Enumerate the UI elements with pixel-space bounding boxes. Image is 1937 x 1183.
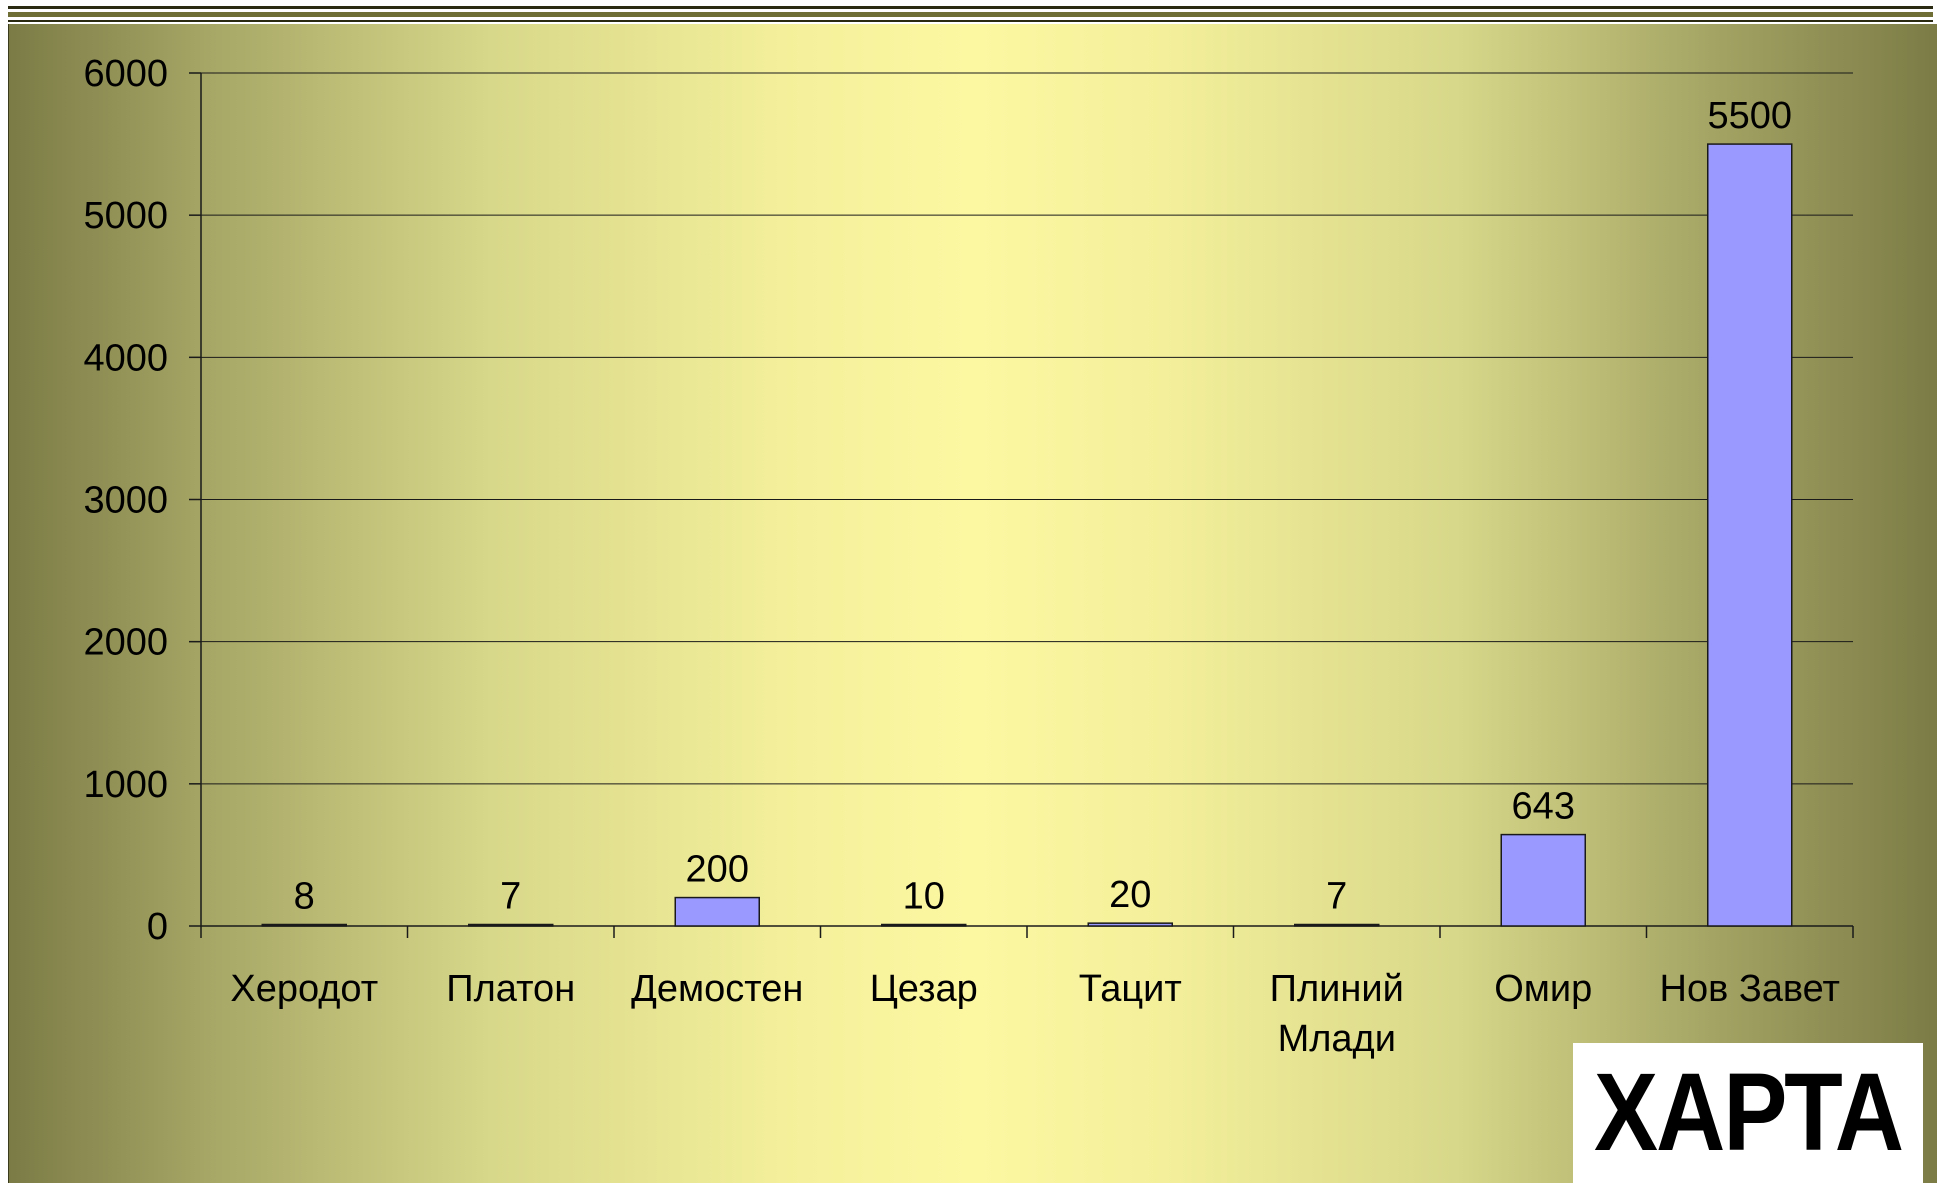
bar <box>468 923 554 927</box>
y-tick-label: 2000 <box>83 622 168 664</box>
data-label: 8 <box>294 876 315 918</box>
stamp-text: ХАРТА <box>1593 1050 1904 1174</box>
category-label: Омир <box>1494 968 1592 1010</box>
y-tick-label: 5000 <box>83 195 168 237</box>
data-label: 7 <box>1326 876 1347 918</box>
y-tick-label: 4000 <box>83 337 168 379</box>
bar <box>1087 922 1173 927</box>
data-label: 20 <box>1109 874 1151 916</box>
bar <box>1294 923 1380 927</box>
bar <box>1500 833 1586 927</box>
harta-stamp: ХАРТА <box>1573 1043 1923 1183</box>
top-rule <box>8 6 1933 9</box>
category-label: Тацит <box>1079 968 1182 1010</box>
category-label: Нов Завет <box>1660 968 1840 1010</box>
data-label: 10 <box>903 876 945 918</box>
data-label: 643 <box>1512 786 1575 828</box>
bars <box>261 143 1793 927</box>
y-tick-label: 6000 <box>83 53 168 95</box>
data-labels: 8 7 200 10 20 7 643 5500 <box>294 95 1792 917</box>
category-label: Херодот <box>230 968 378 1010</box>
data-label: 7 <box>500 876 521 918</box>
category-label: Плиний <box>1270 968 1404 1010</box>
category-label: Млади <box>1278 1018 1396 1060</box>
category-label: Цезар <box>870 968 978 1010</box>
y-tick-label: 1000 <box>83 764 168 806</box>
top-rule <box>8 20 1933 22</box>
data-label: 200 <box>686 849 749 891</box>
category-label: Демостен <box>631 968 803 1010</box>
y-tick-label: 3000 <box>83 480 168 522</box>
bar <box>881 923 967 927</box>
category-labels: Херодот Платон Демостен Цезар Тацит Плиний Мла… <box>230 968 1840 1060</box>
bar <box>1707 143 1793 927</box>
axes <box>189 72 1854 938</box>
y-tick-labels: 0 1000 2000 3000 4000 5000 6000 <box>83 53 168 948</box>
chart-background-panel <box>8 24 1937 1183</box>
bar <box>674 896 760 927</box>
category-label: Платон <box>446 968 575 1010</box>
top-rule <box>8 12 1933 17</box>
y-tick-label: 0 <box>147 906 168 948</box>
data-label: 5500 <box>1707 95 1792 137</box>
gridlines <box>201 72 1853 785</box>
bar <box>261 923 347 927</box>
